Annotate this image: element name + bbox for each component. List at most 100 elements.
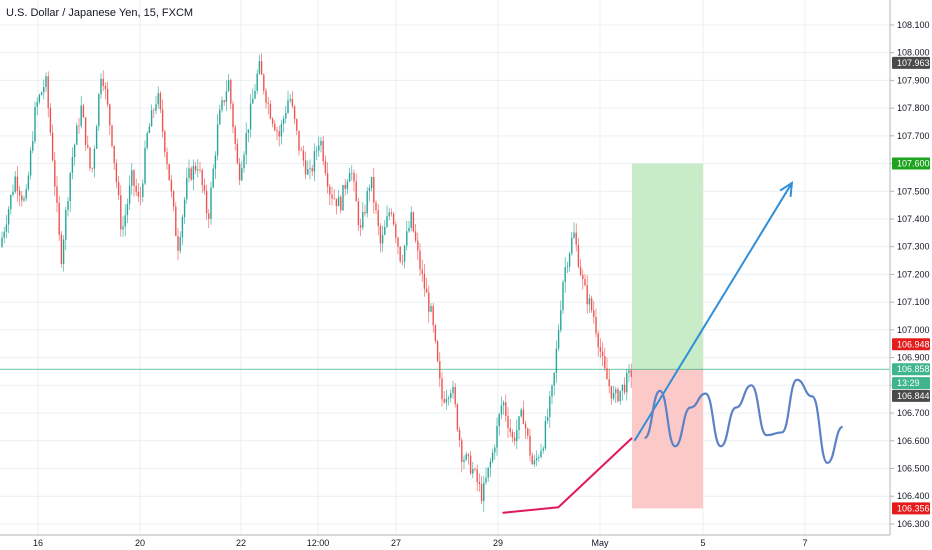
candle-body-73 (161, 109, 164, 132)
x-tick-label-8: 7 (802, 538, 807, 548)
candle-body-81 (179, 237, 181, 251)
stop-zone[interactable] (632, 369, 704, 509)
y-tick-label-6: 106.900 (897, 353, 930, 363)
candle-body-186 (410, 212, 412, 228)
candle-body-120 (265, 90, 267, 104)
candle-body-106 (234, 127, 236, 144)
candle-body-62 (137, 191, 140, 197)
price-badge-label-6: 106.356 (897, 503, 930, 513)
candle-body-2 (5, 224, 8, 232)
candle-body-166 (366, 190, 368, 214)
candle-body-88 (194, 166, 197, 171)
candle-body-57 (126, 203, 129, 216)
candle-body-44 (98, 94, 100, 127)
candle-body-183 (403, 245, 406, 262)
candle-body-123 (271, 118, 274, 124)
candle-body-33 (73, 144, 76, 158)
candle-body-254 (560, 310, 562, 331)
candle-body-279 (615, 389, 617, 393)
candle-body-77 (170, 180, 173, 192)
candle-body-173 (381, 234, 384, 244)
candle-body-23 (51, 132, 54, 161)
candle-body-232 (511, 432, 514, 438)
candle-body-101 (223, 100, 225, 102)
price-axis-bg (890, 0, 932, 550)
candle-body-156 (344, 185, 346, 189)
candle-body-46 (102, 78, 104, 87)
candle-body-208 (458, 429, 461, 441)
x-tick-label-3: 12:00 (307, 538, 330, 548)
x-tick-label-4: 27 (391, 538, 401, 548)
candle-body-66 (146, 133, 148, 148)
candle-body-14 (32, 141, 34, 151)
candle-body-242 (533, 460, 536, 465)
candle-body-180 (397, 237, 399, 247)
candle-body-175 (386, 216, 388, 227)
candle-body-15 (34, 106, 36, 142)
candle-body-153 (337, 196, 340, 207)
candle-body-141 (311, 168, 313, 172)
candle-body-237 (522, 409, 525, 425)
candle-body-205 (452, 386, 454, 393)
price-axis[interactable]: 106.300 106.400 106.500 106.600 106.700 106.8… (889, 0, 932, 550)
candle-body-53 (117, 181, 120, 196)
candle-body-192 (423, 273, 426, 289)
candle-body-281 (619, 390, 621, 402)
candle-body-128 (282, 118, 285, 124)
drawings[interactable] (502, 180, 844, 514)
x-tick-label-1: 20 (135, 538, 145, 548)
candle-body-108 (238, 163, 241, 181)
candle-body-26 (58, 202, 60, 235)
candle-body-285 (628, 370, 630, 373)
candle-body-223 (491, 452, 494, 462)
y-tick-label-2: 106.500 (897, 463, 930, 473)
target-zone[interactable] (632, 163, 704, 370)
candle-body-261 (575, 232, 577, 245)
candle-body-194 (428, 292, 430, 312)
candle-body-259 (571, 237, 573, 254)
candle-body-3 (7, 209, 10, 225)
candle-body-236 (520, 409, 522, 417)
candle-body-244 (538, 457, 540, 458)
candle-body-93 (205, 190, 208, 214)
candle-body-158 (348, 173, 351, 182)
candle-body-131 (289, 98, 291, 101)
candle-body-83 (183, 199, 186, 218)
candle-body-133 (293, 106, 296, 120)
candle-body-193 (425, 288, 428, 293)
candle-body-10 (23, 198, 25, 201)
candle-body-176 (388, 212, 390, 217)
candle-body-220 (485, 477, 487, 483)
candle-body-222 (489, 461, 492, 468)
candle-body-243 (535, 457, 538, 461)
candle-body-248 (546, 416, 549, 421)
candle-body-251 (553, 372, 555, 386)
candle-body-181 (399, 246, 401, 262)
candle-body-202 (445, 398, 448, 403)
candle-body-68 (150, 110, 153, 127)
price-badge-4: 13:29 (892, 377, 930, 390)
candle-body-260 (573, 232, 575, 238)
candle-body-274 (604, 356, 606, 369)
price-badge-label-0: 107.963 (897, 58, 930, 68)
candle-body-252 (555, 348, 558, 373)
candle-body-249 (549, 396, 551, 417)
projected-wave[interactable] (643, 378, 844, 465)
bullish-arrow[interactable] (633, 182, 793, 442)
support-trendline[interactable] (502, 437, 633, 514)
candle-body-197 (434, 325, 437, 342)
price-badge-0: 107.963 (892, 56, 930, 69)
candle-body-124 (274, 123, 276, 131)
candle-body-147 (324, 161, 327, 174)
time-axis[interactable]: 16 20 22 12:00 27 29 May 5 7 (0, 534, 932, 550)
candle-body-278 (612, 392, 615, 399)
candle-body-21 (47, 76, 49, 108)
candle-body-111 (245, 132, 247, 155)
candle-body-49 (109, 104, 111, 126)
candle-body-144 (318, 145, 320, 151)
candle-body-127 (280, 123, 283, 137)
candle-body-217 (478, 482, 481, 485)
y-tick-label-3: 106.600 (897, 436, 930, 446)
candle-body-163 (359, 225, 362, 228)
